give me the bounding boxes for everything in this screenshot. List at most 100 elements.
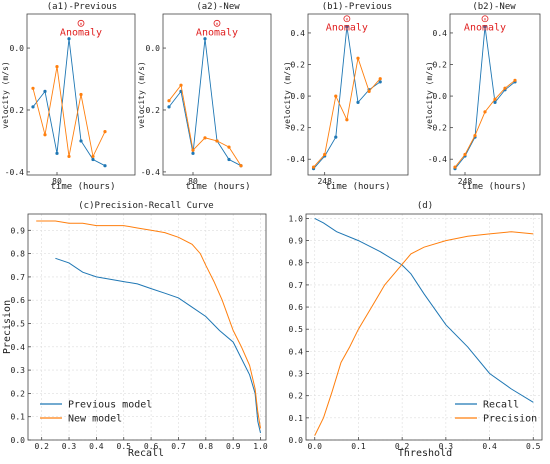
x-tick-label: 0.7 (171, 442, 186, 451)
data-point (31, 86, 35, 90)
data-point (203, 136, 207, 140)
y-tick-label: 0.4 (289, 347, 304, 356)
data-point (79, 139, 83, 143)
anomaly-label: Anomaly (326, 23, 368, 34)
x-axis-label: Recall (128, 448, 164, 459)
data-point (191, 151, 195, 155)
chart-title: (a2)-New (196, 2, 240, 12)
anomaly-marker-cross: × (215, 21, 218, 27)
chart-title: (c)Precision-Recall Curve (78, 201, 213, 211)
data-point (239, 164, 243, 168)
data-point (103, 164, 107, 168)
y-tick-label: 0.3 (289, 370, 304, 379)
y-tick-label: 0.0 (10, 44, 25, 53)
x-tick-label: 80 (188, 177, 198, 186)
plot-frame (27, 213, 267, 441)
data-point (215, 139, 219, 143)
y-axis-label: velocity (m/s) (425, 61, 434, 128)
y-tick-label: -0.2 (286, 124, 305, 133)
data-point (513, 78, 517, 82)
y-axis-label: Precision (2, 300, 13, 354)
data-point (378, 80, 382, 84)
y-tick-label: -0.4 (5, 168, 24, 177)
anomaly-label: Anomaly (196, 27, 238, 38)
x-tick-label: 0.6 (144, 442, 159, 451)
data-point (167, 99, 171, 103)
y-tick-label: -0.2 (5, 106, 24, 115)
y-tick-label: 0.1 (11, 413, 26, 422)
x-tick-label: 0.3 (62, 442, 77, 451)
series-line-1 (313, 58, 381, 168)
anomaly-marker (481, 15, 489, 23)
y-tick-label: 0.7 (11, 273, 26, 282)
data-point (503, 86, 507, 90)
y-tick-label: -0.4 (286, 155, 305, 164)
y-tick-label: 0.9 (11, 226, 26, 235)
y-axis-label: velocity (m/s) (1, 61, 10, 128)
x-tick-label: 0.0 (308, 442, 323, 451)
data-point (483, 25, 487, 29)
y-tick-label: 0.0 (146, 44, 161, 53)
y-tick-label: 0.2 (11, 389, 26, 398)
data-point (91, 157, 95, 162)
chart-d: 0.0 0.1 0.2 0.3 0.4 0.5 0.0 0.1 0.2 0.3 0.4 0.5 0.6 0… (289, 201, 543, 459)
x-tick-label: 0.3 (439, 442, 454, 451)
chart-a2: 80 0.0 -0.2 -0.4 ×Anomaly (a2)-New time (hours… (137, 2, 272, 192)
data-point (473, 133, 477, 138)
data-point (191, 148, 195, 152)
x-tick-label: 0.4 (482, 442, 497, 451)
y-tick-label: 1.0 (289, 214, 304, 223)
y-tick-label: 0.1 (289, 414, 304, 423)
x-tick-label: 248 (317, 177, 332, 186)
series-line-0 (454, 26, 516, 169)
data-point (55, 65, 59, 69)
data-point (356, 100, 360, 104)
y-axis-label: velocity (m/s) (137, 61, 146, 128)
x-tick-label: 80 (52, 177, 62, 186)
y-tick-label: 0.0 (433, 92, 448, 101)
data-point (227, 145, 231, 149)
chart-c: 0.2 0.3 0.4 0.5 0.6 0.7 0.8 0.9 1.0 0.0 0.1 0.2 0.3 0… (2, 201, 268, 459)
legend-label: Previous model (68, 400, 152, 411)
series-line-new-model (36, 220, 261, 429)
anomaly-marker-cross: × (79, 21, 82, 27)
data-point (179, 83, 183, 87)
legend-label: Precision (483, 414, 537, 425)
data-point (31, 105, 35, 109)
data-point (323, 152, 327, 157)
chart-title: (d) (417, 201, 433, 211)
y-tick-label: 0.6 (289, 303, 304, 312)
plot-frame (307, 13, 409, 176)
y-tick-label: -0.4 (141, 168, 160, 177)
y-tick-label: 0.2 (289, 392, 304, 401)
y-tick-label: 0.7 (289, 281, 304, 290)
y-tick-label: 0.8 (11, 250, 26, 259)
x-axis-label: time (hours) (325, 182, 390, 192)
x-axis-label: Threshold (398, 448, 452, 459)
x-tick-label: 0.1 (351, 442, 366, 451)
series-line-precision (314, 231, 534, 436)
data-point (334, 135, 338, 139)
anomaly-marker-cross: × (483, 17, 486, 23)
chart-b2: 248 0.4 0.2 0.0 -0.2 -0.4 ×Anomaly (b2)-New time… (425, 2, 541, 192)
y-tick-label: -0.4 (428, 155, 447, 164)
y-tick-label: 0.0 (291, 92, 306, 101)
data-point (43, 133, 47, 137)
data-point (463, 152, 467, 157)
y-tick-label: 0.4 (11, 343, 26, 352)
data-point (227, 157, 231, 162)
y-axis-label: velocity (m/s) (283, 61, 292, 128)
anomaly-label: Anomaly (464, 23, 506, 34)
x-tick-label: 0.9 (226, 442, 241, 451)
data-point (453, 165, 457, 169)
plot-frame (449, 13, 541, 176)
data-point (91, 154, 95, 159)
y-tick-label: -0.2 (141, 106, 160, 115)
y-tick-label: 0.6 (11, 296, 26, 305)
data-point (483, 110, 487, 114)
data-point (167, 105, 171, 109)
series-line-recall (314, 217, 534, 403)
x-axis-label: time (hours) (461, 182, 526, 192)
y-tick-label: 0.9 (289, 237, 304, 246)
